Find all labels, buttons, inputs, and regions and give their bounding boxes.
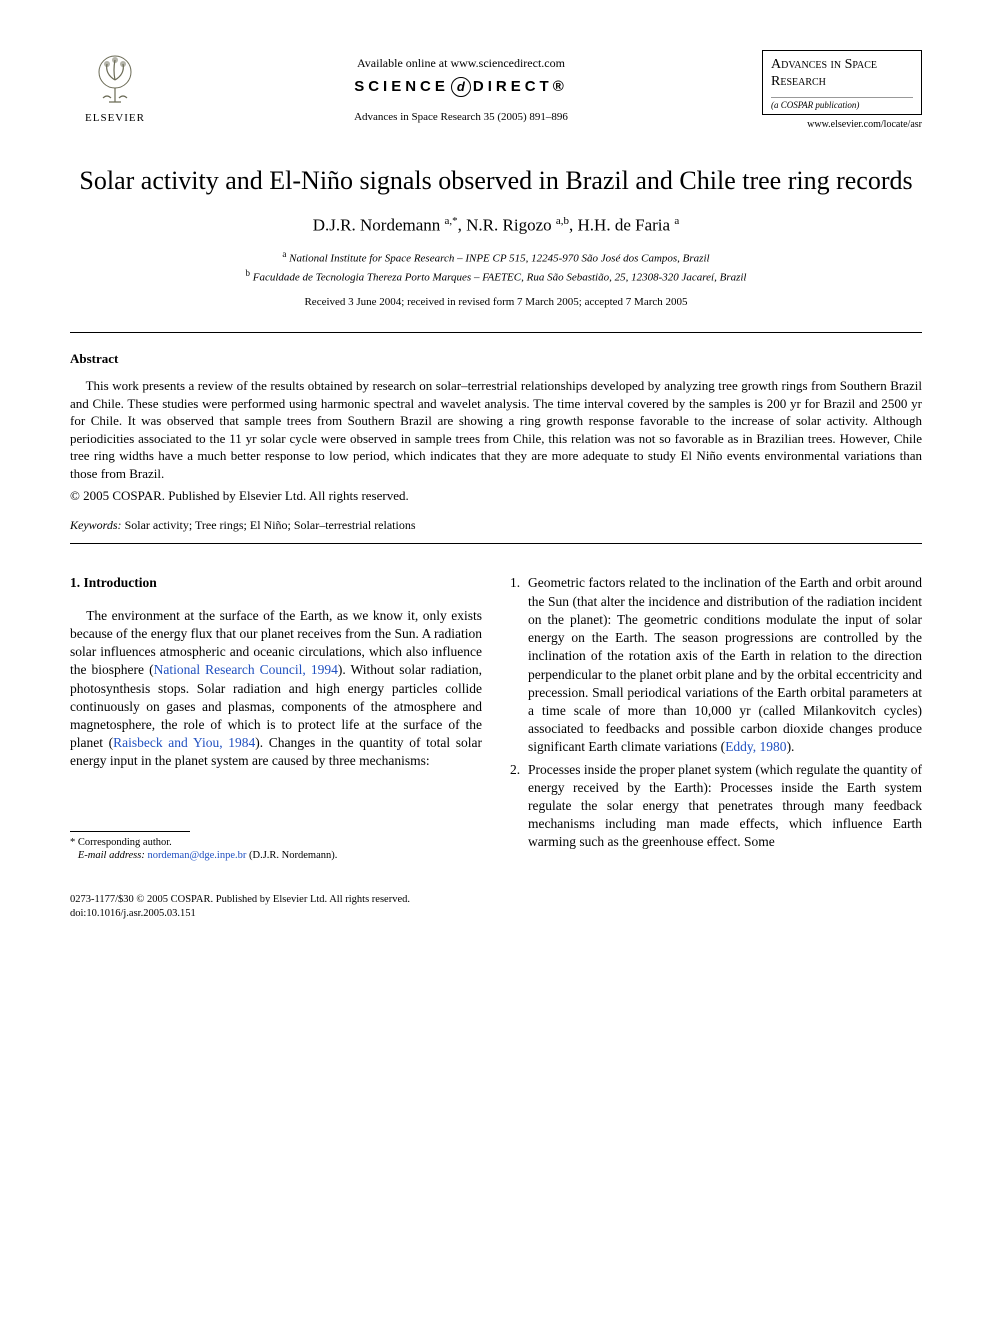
sd-left: SCIENCE <box>354 78 449 95</box>
divider-top <box>70 332 922 333</box>
publisher-label: ELSEVIER <box>85 112 145 124</box>
citation-link-raisbeck[interactable]: Raisbeck and Yiou, 1984 <box>113 735 255 750</box>
affiliations: a National Institute for Space Research … <box>70 248 922 286</box>
footnote-rule <box>70 831 190 832</box>
list-item: 1.Geometric factors related to the incli… <box>510 574 922 756</box>
footnote-block: * Corresponding author. E-mail address: … <box>70 836 482 863</box>
two-column-body: 1. Introduction The environment at the s… <box>70 574 922 862</box>
science-direct-logo: SCIENCEdDIRECT® <box>160 77 762 97</box>
sd-at-icon: d <box>451 77 471 97</box>
left-column: 1. Introduction The environment at the s… <box>70 574 482 862</box>
list-number: 2. <box>510 761 528 852</box>
elsevier-tree-icon <box>85 50 145 110</box>
journal-reference: Advances in Space Research 35 (2005) 891… <box>160 111 762 123</box>
page-container: ELSEVIER Available online at www.science… <box>0 0 992 960</box>
keywords-line: Keywords: Solar activity; Tree rings; El… <box>70 518 922 533</box>
email-link[interactable]: nordeman@dge.inpe.br <box>147 850 246 861</box>
email-line: E-mail address: nordeman@dge.inpe.br (D.… <box>70 849 482 863</box>
list-text: Processes inside the proper planet syste… <box>528 761 922 852</box>
email-author-name: (D.J.R. Nordemann). <box>246 850 337 861</box>
citation-link-nrc[interactable]: National Research Council, 1994 <box>154 662 338 677</box>
article-title: Solar activity and El-Niño signals obser… <box>70 164 922 198</box>
corresponding-author: * Corresponding author. <box>70 836 482 850</box>
list-text: Geometric factors related to the inclina… <box>528 574 922 756</box>
date-line: Received 3 June 2004; received in revise… <box>70 296 922 308</box>
publisher-logo-block: ELSEVIER <box>70 50 160 124</box>
right-column: 1.Geometric factors related to the incli… <box>510 574 922 862</box>
available-online-text: Available online at www.sciencedirect.co… <box>160 56 762 71</box>
header-row: ELSEVIER Available online at www.science… <box>70 50 922 130</box>
divider-bottom <box>70 543 922 544</box>
footer-doi: doi:10.1016/j.asr.2005.03.151 <box>70 907 922 921</box>
list-item: 2.Processes inside the proper planet sys… <box>510 761 922 852</box>
list-number: 1. <box>510 574 528 756</box>
authors-line: D.J.R. Nordemann a,*, N.R. Rigozo a,b, H… <box>70 215 922 236</box>
email-label: E-mail address: <box>78 850 145 861</box>
abstract-body: This work presents a review of the resul… <box>70 377 922 482</box>
intro-paragraph: The environment at the surface of the Ea… <box>70 607 482 771</box>
page-footer: 0273-1177/$30 © 2005 COSPAR. Published b… <box>70 893 922 920</box>
journal-box-column: Advances in Space Research (a COSPAR pub… <box>762 50 922 130</box>
footer-copyright: 0273-1177/$30 © 2005 COSPAR. Published b… <box>70 893 922 907</box>
abstract-heading: Abstract <box>70 351 922 367</box>
journal-name: Advances in Space Research <box>771 57 913 91</box>
journal-subtitle: (a COSPAR publication) <box>771 97 913 110</box>
center-header: Available online at www.sciencedirect.co… <box>160 50 762 123</box>
section-1-heading: 1. Introduction <box>70 574 482 592</box>
keywords-text: Solar activity; Tree rings; El Niño; Sol… <box>122 518 416 532</box>
sd-right: DIRECT® <box>473 78 568 95</box>
keywords-label: Keywords: <box>70 518 122 532</box>
journal-box: Advances in Space Research (a COSPAR pub… <box>762 50 922 115</box>
abstract-copyright: © 2005 COSPAR. Published by Elsevier Ltd… <box>70 488 922 504</box>
citation-link[interactable]: Eddy, 1980 <box>725 739 786 754</box>
journal-url: www.elsevier.com/locate/asr <box>762 119 922 130</box>
